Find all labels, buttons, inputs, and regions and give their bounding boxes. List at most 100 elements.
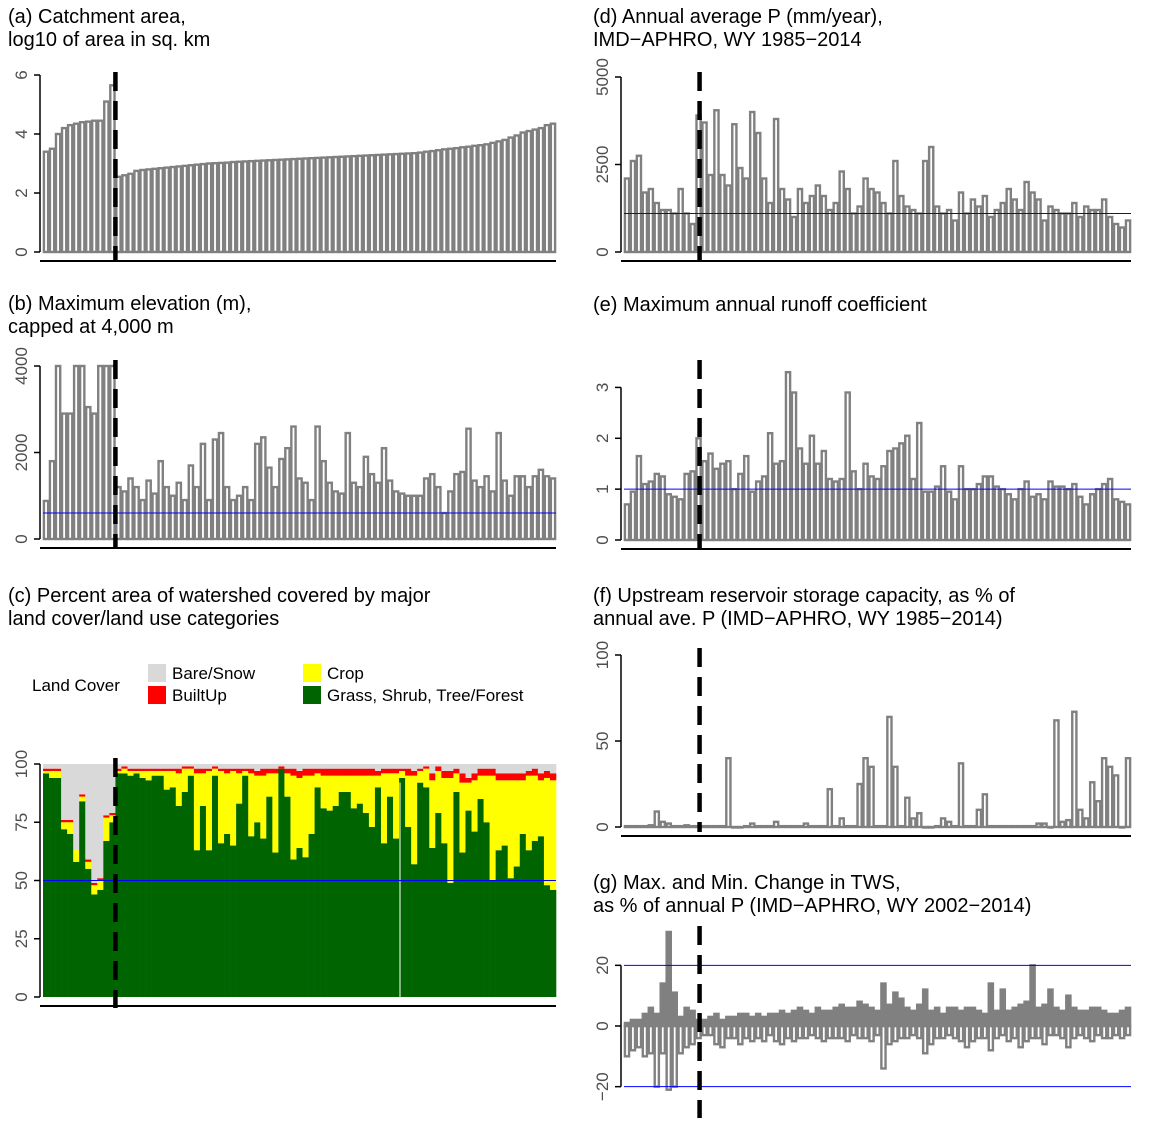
stack-1-12 xyxy=(115,770,122,774)
bar-f-1 xyxy=(629,824,637,829)
bar-min-13 xyxy=(701,1024,708,1037)
bar-d-69 xyxy=(1035,198,1042,254)
bar-min-39 xyxy=(856,1024,863,1040)
stack-2-10 xyxy=(103,815,110,818)
bar-b-64 xyxy=(428,472,436,541)
bar-min-38 xyxy=(850,1024,857,1037)
bar-f-51 xyxy=(927,825,935,829)
stack-3-27 xyxy=(205,764,213,769)
stack-0-53 xyxy=(362,812,370,997)
bar-f-76 xyxy=(1077,808,1084,829)
stack-1-31 xyxy=(230,770,237,846)
stack-0-72 xyxy=(477,798,484,997)
bar-a-29 xyxy=(217,161,225,254)
stack-0-75 xyxy=(495,850,502,997)
stack-1-55 xyxy=(374,775,382,788)
stack-3-63 xyxy=(423,764,430,767)
bar-e-19 xyxy=(737,472,744,542)
bar-f-66 xyxy=(1017,824,1024,829)
stack-1-59 xyxy=(399,770,406,778)
bar-f-72 xyxy=(1053,719,1060,829)
legend-label-forest: Grass, Shrub, Tree/Forest xyxy=(327,686,524,705)
stack-3-5 xyxy=(73,764,80,851)
y-tick-label-e-3: 3 xyxy=(593,383,612,392)
bar-a-45 xyxy=(314,156,321,254)
stack-3-16 xyxy=(139,764,146,769)
stack-3-51 xyxy=(350,764,358,769)
bar-e-49 xyxy=(915,421,923,542)
stack-3-18 xyxy=(151,764,158,769)
stack-3-49 xyxy=(338,764,346,769)
bar-max-38 xyxy=(850,1006,857,1028)
stack-0-47 xyxy=(326,810,333,997)
bar-max-43 xyxy=(880,982,887,1028)
stack-0-52 xyxy=(356,803,364,997)
stack-0-26 xyxy=(199,805,207,997)
bar-min-2 xyxy=(635,1024,643,1049)
bar-d-60 xyxy=(981,194,989,254)
stack-0-2 xyxy=(55,777,62,997)
bar-d-56 xyxy=(957,191,965,254)
bar-min-45 xyxy=(892,1024,899,1043)
bar-min-40 xyxy=(862,1024,869,1040)
bar-e-33 xyxy=(820,449,828,542)
bar-f-52 xyxy=(933,824,941,829)
bar-f-41 xyxy=(868,765,875,829)
bar-d-82 xyxy=(1112,222,1120,254)
stack-1-35 xyxy=(254,775,261,823)
legend-swatch-bare-snow xyxy=(148,664,166,682)
bar-b-36 xyxy=(259,436,267,541)
bar-f-10 xyxy=(683,824,690,829)
bar-a-22 xyxy=(175,165,183,254)
stack-1-45 xyxy=(314,773,321,788)
bar-max-66 xyxy=(1017,1003,1024,1028)
panel-b-title-line2: capped at 4,000 m xyxy=(8,316,174,338)
bar-f-15 xyxy=(713,824,720,829)
bar-max-58 xyxy=(969,1006,977,1028)
bar-max-21 xyxy=(748,1015,756,1028)
bar-a-24 xyxy=(187,164,195,254)
stack-0-82 xyxy=(537,836,545,997)
bar-max-79 xyxy=(1094,1006,1102,1028)
bar-f-28 xyxy=(790,824,798,829)
bar-f-70 xyxy=(1041,822,1048,829)
stack-2-83 xyxy=(543,770,551,778)
stack-3-60 xyxy=(405,764,412,769)
bar-max-45 xyxy=(892,991,899,1028)
bar-e-80 xyxy=(1100,482,1108,542)
stack-0-24 xyxy=(187,775,195,997)
bar-d-40 xyxy=(862,177,869,254)
stack-3-79 xyxy=(519,764,527,774)
bar-d-4 xyxy=(647,187,655,254)
bar-e-23 xyxy=(760,475,768,542)
bar-min-62 xyxy=(993,1024,1001,1040)
bar-e-10 xyxy=(683,472,690,542)
bar-a-69 xyxy=(459,146,466,254)
bar-b-21 xyxy=(169,494,177,541)
stack-0-38 xyxy=(272,852,279,997)
panel-g-title-line2: as % of annual P (IMD−APHRO, WY 2002−201… xyxy=(593,895,1032,917)
bar-max-24 xyxy=(766,1012,774,1028)
stack-3-81 xyxy=(531,764,539,769)
bar-d-39 xyxy=(856,205,863,254)
stack-3-4 xyxy=(67,764,74,820)
stack-1-13 xyxy=(121,768,128,774)
bar-f-69 xyxy=(1035,822,1042,829)
bar-max-63 xyxy=(999,988,1007,1028)
bar-d-37 xyxy=(844,187,851,254)
bar-a-35 xyxy=(253,159,261,254)
stack-2-58 xyxy=(393,768,400,774)
bar-e-72 xyxy=(1053,485,1060,542)
bar-b-17 xyxy=(145,479,152,541)
stack-1-25 xyxy=(193,773,201,851)
stack-3-69 xyxy=(459,764,466,774)
bar-min-67 xyxy=(1023,1024,1030,1043)
stack-3-29 xyxy=(218,764,225,769)
bar-max-46 xyxy=(898,997,905,1028)
stack-1-46 xyxy=(320,775,327,809)
stack-3-37 xyxy=(266,764,273,769)
bar-a-66 xyxy=(441,148,448,254)
bar-a-40 xyxy=(284,158,291,254)
bar-min-61 xyxy=(987,1024,995,1052)
stack-1-1 xyxy=(49,770,56,778)
